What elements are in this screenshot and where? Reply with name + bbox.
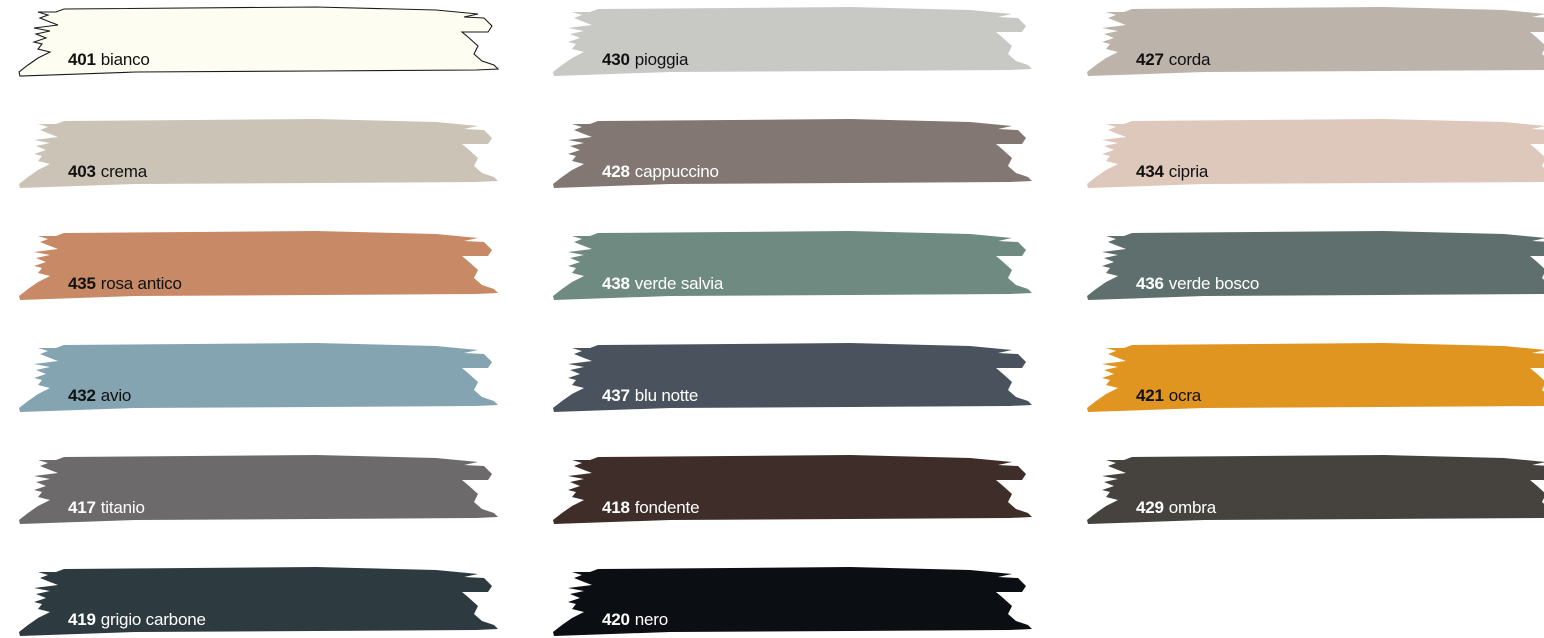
swatch-label-427: 427 corda — [1136, 50, 1210, 70]
swatch-432: 432 avio — [16, 342, 498, 414]
swatch-401: 401 bianco — [16, 6, 499, 78]
swatch-435: 435 rosa antico — [16, 230, 498, 302]
swatch-name: nero — [634, 610, 668, 629]
swatch-427: 427 corda — [1084, 6, 1544, 78]
swatch-code: 401 — [68, 50, 96, 69]
swatch-code: 417 — [68, 498, 96, 517]
swatch-417: 417 titanio — [16, 454, 498, 526]
swatch-428: 428 cappuccino — [550, 118, 1032, 190]
swatch-430: 430 pioggia — [550, 6, 1032, 78]
swatch-name: rosa antico — [100, 274, 182, 293]
swatch-label-417: 417 titanio — [68, 498, 145, 518]
swatch-name: fondente — [634, 498, 700, 517]
swatch-code: 434 — [1136, 162, 1164, 181]
swatch-420: 420 nero — [550, 566, 1032, 638]
swatch-label-428: 428 cappuccino — [602, 162, 719, 182]
swatch-code: 419 — [68, 610, 96, 629]
swatch-name: bianco — [100, 50, 150, 69]
swatch-code: 420 — [602, 610, 630, 629]
swatch-name: ocra — [1168, 386, 1202, 405]
swatch-label-434: 434 cipria — [1136, 162, 1208, 182]
swatch-419: 419 grigio carbone — [16, 566, 498, 638]
swatch-label-429: 429 ombra — [1136, 498, 1216, 518]
swatch-429: 429 ombra — [1084, 454, 1544, 526]
swatch-name: cappuccino — [634, 162, 719, 181]
swatch-code: 435 — [68, 274, 96, 293]
swatch-label-401: 401 bianco — [68, 50, 150, 70]
swatch-434: 434 cipria — [1084, 118, 1544, 190]
swatch-code: 429 — [1136, 498, 1164, 517]
swatch-code: 403 — [68, 162, 96, 181]
swatch-name: blu notte — [634, 386, 699, 405]
swatch-code: 430 — [602, 50, 630, 69]
swatch-label-438: 438 verde salvia — [602, 274, 723, 294]
swatch-name: pioggia — [634, 50, 689, 69]
swatch-code: 437 — [602, 386, 630, 405]
swatch-code: 436 — [1136, 274, 1164, 293]
swatch-name: grigio carbone — [100, 610, 206, 629]
swatch-name: verde salvia — [634, 274, 724, 293]
swatch-label-418: 418 fondente — [602, 498, 700, 518]
swatch-name: cipria — [1168, 162, 1209, 181]
swatch-name: verde bosco — [1168, 274, 1260, 293]
swatch-421: 421 ocra — [1084, 342, 1544, 414]
swatch-403: 403 crema — [16, 118, 498, 190]
swatch-436: 436 verde bosco — [1084, 230, 1544, 302]
swatch-label-420: 420 nero — [602, 610, 668, 630]
swatch-label-432: 432 avio — [68, 386, 131, 406]
swatch-code: 428 — [602, 162, 630, 181]
swatch-label-421: 421 ocra — [1136, 386, 1201, 406]
swatch-name: crema — [100, 162, 147, 181]
swatch-418: 418 fondente — [550, 454, 1032, 526]
swatch-label-419: 419 grigio carbone — [68, 610, 206, 630]
swatch-code: 432 — [68, 386, 96, 405]
swatch-label-436: 436 verde bosco — [1136, 274, 1259, 294]
swatch-code: 427 — [1136, 50, 1164, 69]
swatch-code: 438 — [602, 274, 630, 293]
swatch-name: ombra — [1168, 498, 1216, 517]
swatch-438: 438 verde salvia — [550, 230, 1032, 302]
swatch-name: avio — [100, 386, 132, 405]
swatch-label-435: 435 rosa antico — [68, 274, 182, 294]
swatch-label-430: 430 pioggia — [602, 50, 688, 70]
swatch-name: titanio — [100, 498, 145, 517]
swatch-name: corda — [1168, 50, 1211, 69]
swatch-437: 437 blu notte — [550, 342, 1032, 414]
swatch-label-437: 437 blu notte — [602, 386, 698, 406]
swatch-code: 421 — [1136, 386, 1164, 405]
swatch-label-403: 403 crema — [68, 162, 147, 182]
swatch-code: 418 — [602, 498, 630, 517]
